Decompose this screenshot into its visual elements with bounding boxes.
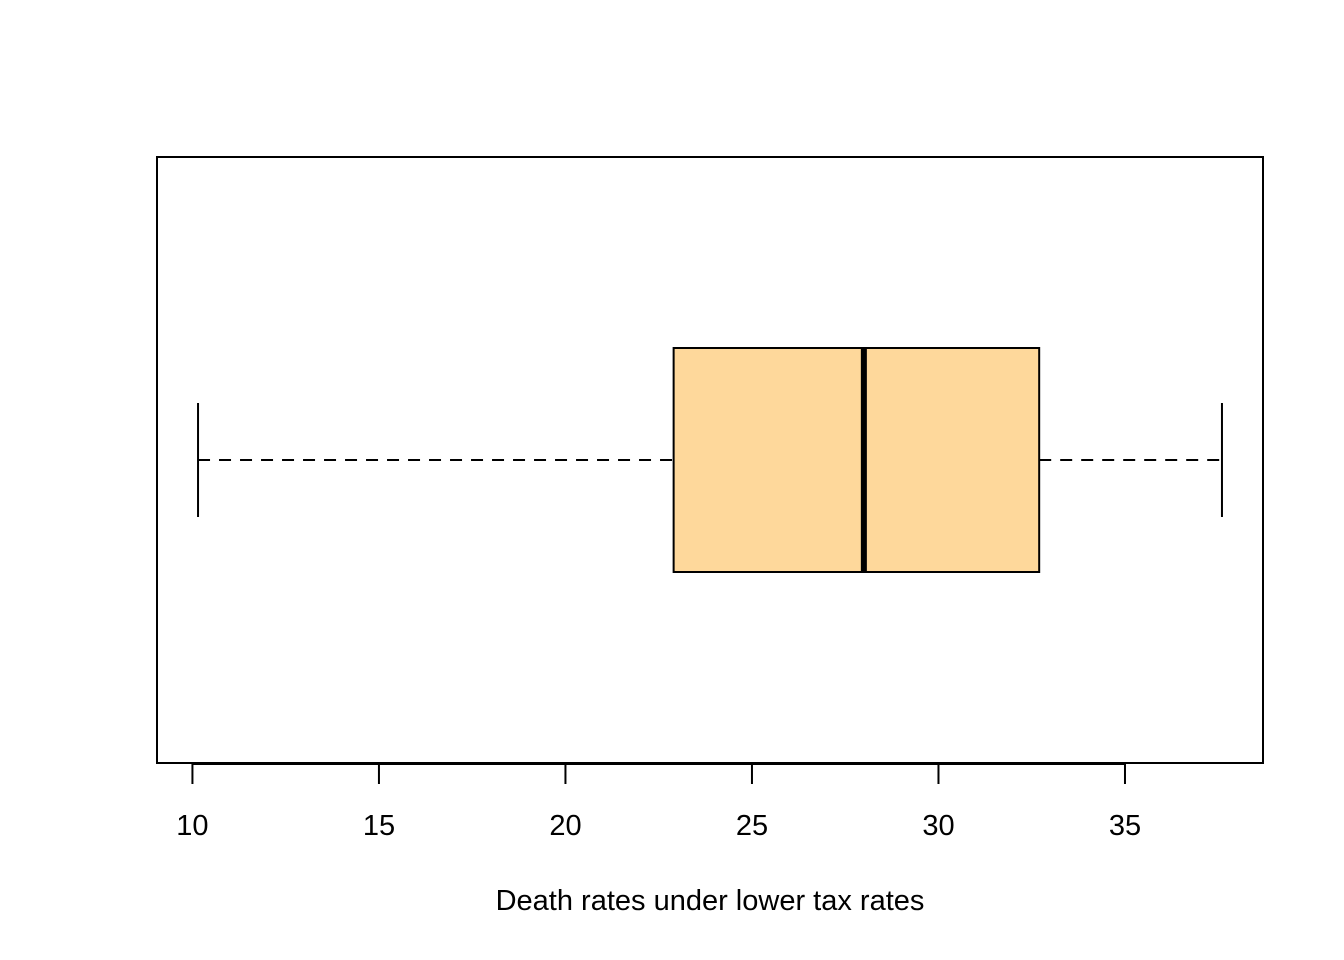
- x-tick-label: 20: [549, 810, 581, 842]
- x-axis: 10 15 20 25 30 35: [176, 763, 1141, 842]
- boxplot: [197, 347, 1223, 573]
- x-tick-label: 10: [176, 810, 208, 842]
- interquartile-box: [672, 347, 1041, 573]
- x-tick-label: 35: [1109, 810, 1141, 842]
- x-tick-label: 25: [736, 810, 768, 842]
- x-axis-label: Death rates under lower tax rates: [496, 885, 925, 917]
- x-tick-label: 30: [922, 810, 954, 842]
- x-tick-label: 15: [363, 810, 395, 842]
- x-axis-ticks: 10 15 20 25 30 35: [176, 764, 1141, 842]
